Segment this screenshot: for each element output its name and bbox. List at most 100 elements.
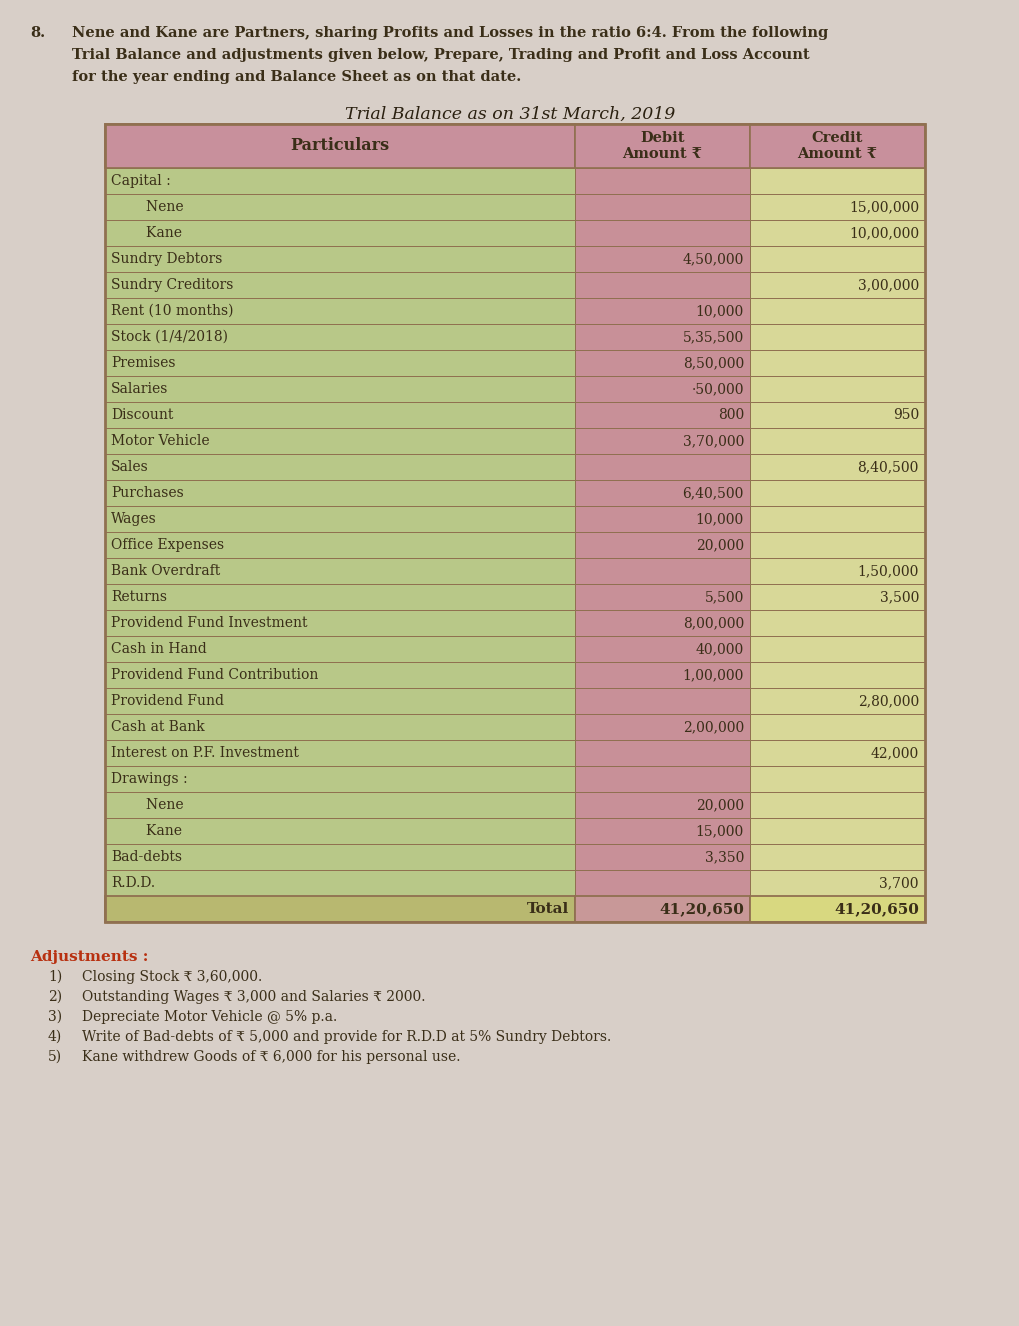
Bar xyxy=(575,125,749,168)
Bar xyxy=(575,247,749,272)
Bar xyxy=(749,247,924,272)
Bar xyxy=(105,377,575,402)
Text: Sundry Creditors: Sundry Creditors xyxy=(111,278,233,292)
Text: 3,500: 3,500 xyxy=(878,590,918,605)
Bar xyxy=(105,194,575,220)
Text: 3,700: 3,700 xyxy=(878,876,918,890)
Text: Capital :: Capital : xyxy=(111,174,170,188)
Text: 8,50,000: 8,50,000 xyxy=(682,355,743,370)
Text: 5,500: 5,500 xyxy=(704,590,743,605)
Bar xyxy=(749,220,924,247)
Bar xyxy=(575,168,749,194)
Bar xyxy=(105,740,575,766)
Bar xyxy=(749,636,924,662)
Bar xyxy=(575,428,749,453)
Bar xyxy=(105,402,575,428)
Text: 2,80,000: 2,80,000 xyxy=(857,693,918,708)
Bar xyxy=(575,688,749,713)
Text: 10,000: 10,000 xyxy=(695,304,743,318)
Bar xyxy=(105,610,575,636)
Text: Sundry Debtors: Sundry Debtors xyxy=(111,252,222,267)
Bar xyxy=(105,896,575,922)
Text: Kane: Kane xyxy=(111,225,181,240)
Text: Providend Fund Contribution: Providend Fund Contribution xyxy=(111,668,318,682)
Text: 1): 1) xyxy=(48,971,62,984)
Bar xyxy=(105,125,924,922)
Bar xyxy=(575,662,749,688)
Bar xyxy=(105,766,575,792)
Bar xyxy=(749,610,924,636)
Bar xyxy=(575,453,749,480)
Bar xyxy=(575,792,749,818)
Text: Write of Bad-debts of ₹ 5,000 and provide for R.D.D at 5% Sundry Debtors.: Write of Bad-debts of ₹ 5,000 and provid… xyxy=(82,1030,610,1044)
Text: Sales: Sales xyxy=(111,460,149,473)
Bar xyxy=(105,636,575,662)
Bar xyxy=(575,845,749,870)
Text: Bad-debts: Bad-debts xyxy=(111,850,181,865)
Bar xyxy=(105,845,575,870)
Bar xyxy=(575,377,749,402)
Bar xyxy=(105,688,575,713)
Bar xyxy=(105,818,575,845)
Text: Purchases: Purchases xyxy=(111,487,183,500)
Text: Discount: Discount xyxy=(111,408,173,422)
Text: Closing Stock ₹ 3,60,000.: Closing Stock ₹ 3,60,000. xyxy=(82,971,262,984)
Bar xyxy=(749,428,924,453)
Bar xyxy=(749,453,924,480)
Bar xyxy=(749,168,924,194)
Bar xyxy=(575,480,749,507)
Bar xyxy=(749,194,924,220)
Text: for the year ending and Balance Sheet as on that date.: for the year ending and Balance Sheet as… xyxy=(72,70,521,84)
Text: Returns: Returns xyxy=(111,590,167,605)
Bar xyxy=(749,845,924,870)
Text: 3,00,000: 3,00,000 xyxy=(857,278,918,292)
Bar xyxy=(105,870,575,896)
Bar xyxy=(105,220,575,247)
Text: Motor Vehicle: Motor Vehicle xyxy=(111,434,210,448)
Text: 10,000: 10,000 xyxy=(695,512,743,526)
Bar xyxy=(749,896,924,922)
Bar xyxy=(575,298,749,324)
Text: 8.: 8. xyxy=(30,27,45,40)
Bar xyxy=(575,532,749,558)
Bar xyxy=(575,220,749,247)
Text: 5): 5) xyxy=(48,1050,62,1063)
Text: 3,350: 3,350 xyxy=(704,850,743,865)
Bar xyxy=(105,662,575,688)
Bar xyxy=(575,402,749,428)
Bar xyxy=(749,350,924,377)
Bar xyxy=(105,583,575,610)
Text: Credit
Amount ₹: Credit Amount ₹ xyxy=(797,131,876,160)
Text: Outstanding Wages ₹ 3,000 and Salaries ₹ 2000.: Outstanding Wages ₹ 3,000 and Salaries ₹… xyxy=(82,991,425,1004)
Bar xyxy=(105,350,575,377)
Text: 2): 2) xyxy=(48,991,62,1004)
Text: 8,00,000: 8,00,000 xyxy=(682,617,743,630)
Text: R.D.D.: R.D.D. xyxy=(111,876,155,890)
Text: Total: Total xyxy=(526,902,569,916)
Bar xyxy=(105,713,575,740)
Text: 20,000: 20,000 xyxy=(695,538,743,552)
Bar xyxy=(105,558,575,583)
Text: Cash in Hand: Cash in Hand xyxy=(111,642,207,656)
Text: 8,40,500: 8,40,500 xyxy=(857,460,918,473)
Text: Nene: Nene xyxy=(111,200,183,213)
Text: Premises: Premises xyxy=(111,355,175,370)
Bar xyxy=(105,272,575,298)
Text: 4): 4) xyxy=(48,1030,62,1044)
Bar xyxy=(749,792,924,818)
Bar xyxy=(749,688,924,713)
Text: 1,50,000: 1,50,000 xyxy=(857,564,918,578)
Bar xyxy=(749,558,924,583)
Text: 15,00,000: 15,00,000 xyxy=(848,200,918,213)
Text: 42,000: 42,000 xyxy=(870,747,918,760)
Bar xyxy=(575,766,749,792)
Bar xyxy=(575,870,749,896)
Bar xyxy=(105,247,575,272)
Text: 4,50,000: 4,50,000 xyxy=(682,252,743,267)
Bar xyxy=(749,740,924,766)
Bar xyxy=(105,125,575,168)
Bar xyxy=(105,168,575,194)
Text: 40,000: 40,000 xyxy=(695,642,743,656)
Bar xyxy=(575,194,749,220)
Text: Debit
Amount ₹: Debit Amount ₹ xyxy=(622,131,702,160)
